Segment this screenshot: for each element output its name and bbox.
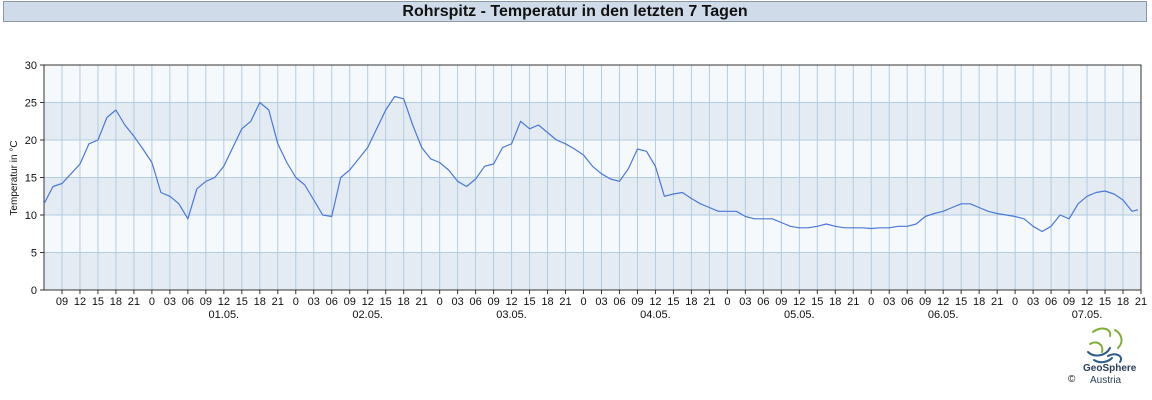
x-tick-label: 0 — [868, 296, 874, 308]
x-date-label: 02.05. — [352, 309, 383, 321]
x-tick-label: 06 — [182, 296, 194, 308]
x-tick-label: 15 — [667, 296, 679, 308]
x-date-label: 06.05. — [928, 309, 959, 321]
x-tick-label: 0 — [293, 296, 299, 308]
x-tick-label: 03 — [308, 296, 320, 308]
x-tick-label: 12 — [937, 296, 949, 308]
x-tick-label: 03 — [883, 296, 895, 308]
background-band — [44, 177, 1141, 215]
x-tick-label: 06 — [1045, 296, 1057, 308]
x-tick-label: 21 — [991, 296, 1003, 308]
x-tick-label: 15 — [1099, 296, 1111, 308]
y-axis-ticks: 0 5 10 15 20 25 30 — [25, 60, 44, 297]
x-tick-label: 18 — [685, 296, 697, 308]
y-tick-label: 25 — [25, 98, 37, 110]
y-tick-label: 20 — [25, 135, 37, 147]
x-tick-label: 12 — [74, 296, 86, 308]
y-tick-label: 10 — [25, 210, 37, 222]
x-tick-label: 21 — [847, 296, 859, 308]
y-tick-label: 30 — [25, 60, 37, 72]
x-tick-label: 0 — [580, 296, 586, 308]
x-tick-label: 09 — [487, 296, 499, 308]
x-tick-label: 09 — [56, 296, 68, 308]
x-tick-label: 03 — [164, 296, 176, 308]
x-tick-label: 18 — [973, 296, 985, 308]
background-band — [44, 102, 1141, 140]
x-tick-label: 18 — [1117, 296, 1129, 308]
x-tick-label: 09 — [344, 296, 356, 308]
x-tick-label: 03 — [595, 296, 607, 308]
x-date-label: 05.05. — [784, 309, 815, 321]
x-tick-label: 18 — [541, 296, 553, 308]
x-tick-label: 21 — [416, 296, 428, 308]
x-tick-label: 12 — [1081, 296, 1093, 308]
x-tick-label: 12 — [649, 296, 661, 308]
x-tick-label: 21 — [703, 296, 715, 308]
x-tick-label: 15 — [955, 296, 967, 308]
x-tick-label: 15 — [236, 296, 248, 308]
x-date-label: 04.05. — [640, 309, 671, 321]
x-tick-label: 03 — [1027, 296, 1039, 308]
x-tick-label: 15 — [92, 296, 104, 308]
background-band — [44, 252, 1141, 290]
x-tick-label: 15 — [811, 296, 823, 308]
x-axis-ticks: 09 12 15 18 21 0 03 06 09 12 15 18 21 0 03 06 09 12 15 18 21… — [56, 290, 1147, 308]
x-tick-label: 03 — [451, 296, 463, 308]
y-tick-label: 5 — [31, 248, 37, 260]
x-tick-label: 0 — [149, 296, 155, 308]
x-tick-label: 21 — [128, 296, 140, 308]
x-tick-label: 15 — [380, 296, 392, 308]
x-tick-label: 09 — [1063, 296, 1075, 308]
x-tick-label: 09 — [775, 296, 787, 308]
x-tick-label: 21 — [1135, 296, 1147, 308]
x-tick-label: 06 — [469, 296, 481, 308]
background-band — [44, 65, 1141, 103]
chart-title: Rohrspitz - Temperatur in den letzten 7 … — [3, 1, 1147, 22]
x-date-label: 07.05. — [1072, 309, 1103, 321]
background-band — [44, 215, 1141, 253]
x-tick-label: 18 — [829, 296, 841, 308]
x-tick-label: 18 — [254, 296, 266, 308]
x-tick-label: 15 — [523, 296, 535, 308]
geosphere-logo-icon — [1087, 327, 1123, 364]
x-tick-label: 06 — [757, 296, 769, 308]
temperature-series-line — [43, 95, 1139, 233]
y-tick-label: 15 — [25, 173, 37, 185]
x-tick-label: 0 — [1012, 296, 1018, 308]
x-tick-label: 0 — [724, 296, 730, 308]
x-tick-label: 09 — [200, 296, 212, 308]
background-band — [44, 140, 1141, 178]
copyright-symbol: © — [1068, 374, 1076, 385]
x-tick-label: 18 — [398, 296, 410, 308]
x-tick-label: 06 — [613, 296, 625, 308]
x-tick-label: 12 — [793, 296, 805, 308]
x-tick-label: 09 — [631, 296, 643, 308]
logo-name: GeoSphere — [1083, 363, 1137, 374]
x-tick-label: 21 — [559, 296, 571, 308]
x-tick-label: 06 — [901, 296, 913, 308]
x-tick-label: 18 — [110, 296, 122, 308]
y-tick-label: 0 — [31, 285, 37, 297]
logo-country: Austria — [1090, 375, 1122, 386]
x-tick-label: 09 — [919, 296, 931, 308]
x-tick-label: 03 — [739, 296, 751, 308]
x-date-label: 03.05. — [496, 309, 527, 321]
y-axis-label: Temperatur in °C — [9, 140, 20, 215]
series-group — [43, 95, 1139, 233]
plot-background-bands — [44, 65, 1141, 290]
x-tick-label: 21 — [272, 296, 284, 308]
x-date-label: 01.05. — [209, 309, 240, 321]
x-tick-label: 06 — [326, 296, 338, 308]
x-tick-label: 12 — [505, 296, 517, 308]
x-tick-label: 12 — [218, 296, 230, 308]
x-axis-date-labels: 01.05. 02.05. 03.05. 04.05. 05.05. 06.05. 07.0… — [209, 309, 1103, 321]
x-tick-label: 12 — [362, 296, 374, 308]
x-tick-label: 0 — [437, 296, 443, 308]
